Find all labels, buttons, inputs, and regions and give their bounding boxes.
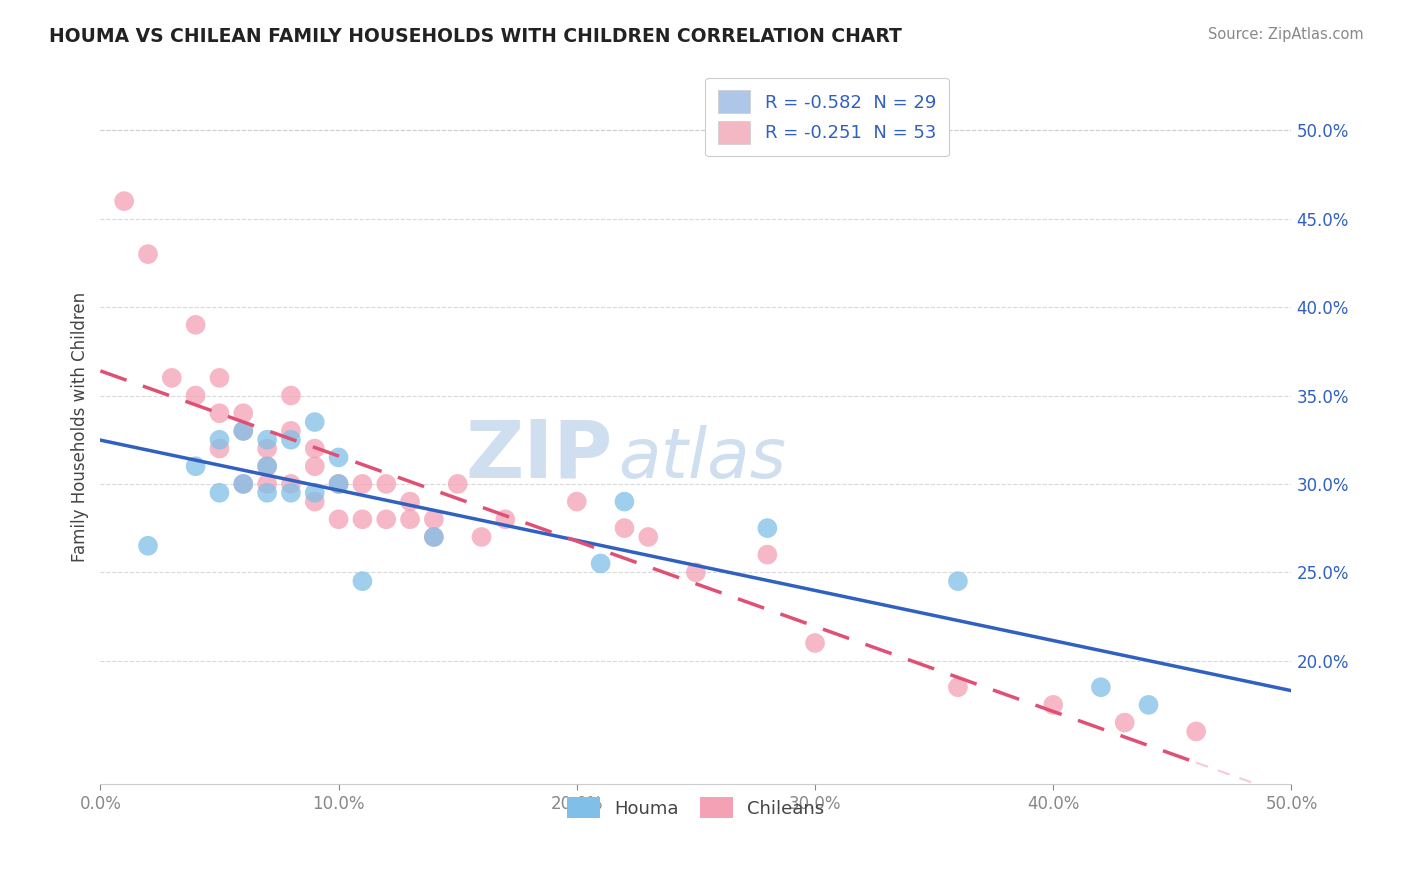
Point (470, 530, 492, 544)
Point (280, 477, 302, 491)
Text: ZIP: ZIP (465, 416, 613, 494)
Point (399, 512, 422, 526)
Point (304, 459, 326, 474)
Point (637, 530, 659, 544)
Point (304, 415, 326, 429)
Point (352, 512, 374, 526)
Point (304, 494, 326, 508)
Point (208, 442, 231, 456)
Point (208, 371, 231, 385)
Point (756, 548, 779, 562)
Point (352, 574, 374, 589)
Point (399, 494, 422, 508)
Point (423, 512, 446, 526)
Point (1137, 698, 1160, 712)
Text: Source: ZipAtlas.com: Source: ZipAtlas.com (1208, 27, 1364, 42)
Point (232, 406, 254, 420)
Point (328, 477, 350, 491)
Point (160, 371, 183, 385)
Point (946, 574, 969, 589)
Point (256, 442, 278, 456)
Point (328, 512, 350, 526)
Point (112, 194, 135, 208)
Point (328, 450, 350, 465)
Point (1042, 698, 1064, 712)
Point (352, 477, 374, 491)
Point (447, 477, 470, 491)
Point (184, 459, 207, 474)
Point (613, 521, 636, 535)
Point (280, 424, 302, 438)
Point (208, 485, 231, 500)
Y-axis label: Family Households with Children: Family Households with Children (72, 292, 89, 562)
Point (184, 318, 207, 332)
Text: atlas: atlas (619, 425, 786, 492)
Point (208, 406, 231, 420)
Point (232, 424, 254, 438)
Point (328, 477, 350, 491)
Point (256, 485, 278, 500)
Point (804, 636, 827, 650)
Point (256, 477, 278, 491)
Point (256, 459, 278, 474)
Point (232, 424, 254, 438)
Text: HOUMA VS CHILEAN FAMILY HOUSEHOLDS WITH CHILDREN CORRELATION CHART: HOUMA VS CHILEAN FAMILY HOUSEHOLDS WITH … (49, 27, 903, 45)
Point (375, 512, 398, 526)
Point (423, 530, 446, 544)
Point (1185, 724, 1208, 739)
Point (1090, 680, 1112, 694)
Point (494, 512, 516, 526)
Point (304, 442, 326, 456)
Point (136, 539, 159, 553)
Point (208, 433, 231, 447)
Point (280, 485, 302, 500)
Point (256, 459, 278, 474)
Point (565, 494, 588, 508)
Point (280, 433, 302, 447)
Point (685, 566, 707, 580)
Legend: Houma, Chileans: Houma, Chileans (560, 790, 832, 825)
Point (256, 433, 278, 447)
Point (375, 477, 398, 491)
Point (280, 388, 302, 402)
Point (946, 680, 969, 694)
Point (184, 388, 207, 402)
Point (423, 530, 446, 544)
Point (613, 494, 636, 508)
Point (304, 485, 326, 500)
Point (756, 521, 779, 535)
Point (232, 477, 254, 491)
Point (1114, 715, 1136, 730)
Point (232, 477, 254, 491)
Point (136, 247, 159, 261)
Point (589, 557, 612, 571)
